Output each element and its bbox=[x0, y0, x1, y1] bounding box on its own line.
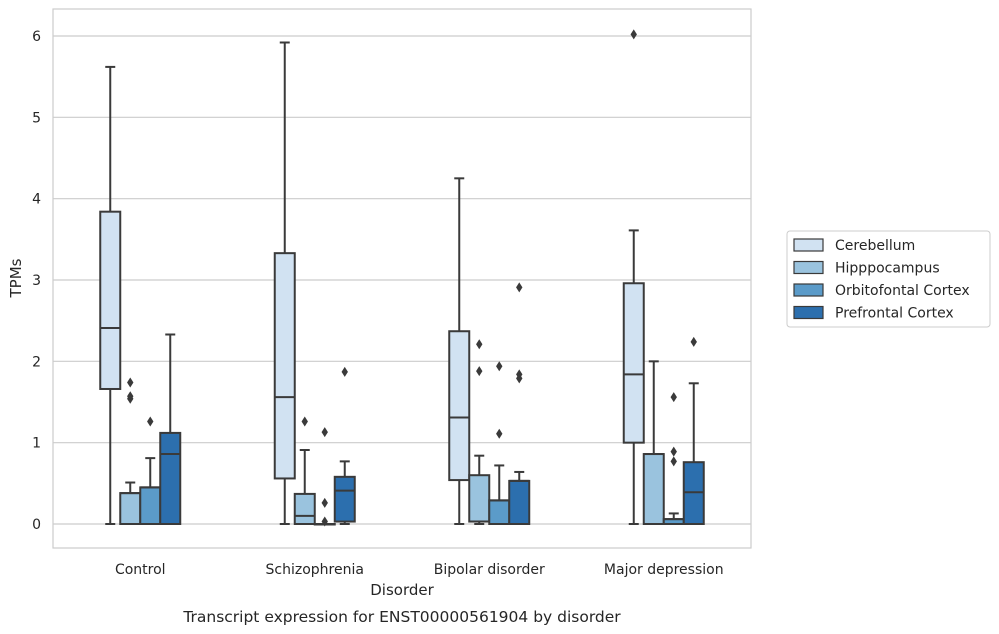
legend-label: Prefrontal Cortex bbox=[835, 306, 954, 322]
gridlines bbox=[53, 35, 751, 525]
x-tick-labels: Control Schizophrenia Bipolar disorder Majo… bbox=[115, 562, 724, 578]
legend-item-3: Prefrontal Cortex bbox=[793, 305, 954, 322]
y-tick-6: 6 bbox=[32, 29, 41, 45]
outlier-0 bbox=[630, 29, 637, 40]
box-2-1 bbox=[468, 339, 491, 525]
y-tick-0: 0 bbox=[32, 517, 41, 533]
outlier-0 bbox=[670, 392, 677, 403]
outlier-2 bbox=[516, 373, 523, 384]
box-2-0 bbox=[448, 177, 471, 525]
y-tick-4: 4 bbox=[32, 192, 41, 208]
legend-swatch bbox=[793, 305, 824, 320]
box-body bbox=[622, 282, 645, 444]
chart-caption: Transcript expression for ENST0000056190… bbox=[182, 608, 621, 626]
legend-swatch bbox=[793, 260, 824, 275]
outlier-0 bbox=[476, 339, 483, 350]
outlier-2 bbox=[127, 393, 134, 404]
box-1-1 bbox=[293, 416, 316, 526]
outlier-0 bbox=[127, 377, 134, 388]
outlier-0 bbox=[496, 361, 503, 372]
box-1-2 bbox=[313, 427, 336, 527]
box-3-0 bbox=[622, 29, 645, 525]
legend-item-1: Hipppocampus bbox=[793, 260, 940, 277]
legend-label: Cerebellum bbox=[835, 238, 915, 254]
outlier-1 bbox=[670, 446, 677, 457]
box-0-2 bbox=[139, 416, 162, 525]
plot-frame bbox=[52, 8, 752, 549]
y-tick-2: 2 bbox=[32, 354, 41, 370]
box-body bbox=[642, 453, 665, 526]
outlier-0 bbox=[341, 366, 348, 377]
y-tick-labels: 0 1 2 3 4 5 6 bbox=[32, 29, 41, 533]
outlier-0 bbox=[690, 336, 697, 347]
legend-swatch bbox=[793, 283, 824, 297]
box-body bbox=[468, 474, 491, 523]
box-2-3 bbox=[508, 282, 531, 526]
outlier-1 bbox=[496, 428, 503, 439]
box-1-0 bbox=[273, 41, 296, 525]
box-body bbox=[448, 330, 471, 482]
box-0-0 bbox=[99, 65, 122, 525]
legend-swatch bbox=[793, 238, 824, 252]
legend-label: Orbitofontal Cortex bbox=[835, 283, 970, 299]
outlier-1 bbox=[321, 497, 328, 508]
box-body bbox=[139, 486, 162, 525]
box-3-3 bbox=[682, 336, 705, 526]
outlier-0 bbox=[147, 416, 154, 427]
box-3-2 bbox=[662, 392, 685, 525]
legend-item-2: Orbitofontal Cortex bbox=[793, 283, 970, 299]
x-tick-3: Major depression bbox=[604, 562, 724, 578]
x-tick-0: Control bbox=[115, 562, 166, 578]
x-tick-1: Schizophrenia bbox=[266, 562, 364, 578]
box-body bbox=[488, 499, 511, 525]
box-3-1 bbox=[642, 360, 665, 526]
box-body bbox=[159, 431, 182, 526]
outlier-0 bbox=[321, 427, 328, 438]
box-body bbox=[508, 479, 531, 526]
legend-label: Hipppocampus bbox=[835, 261, 940, 277]
outlier-2 bbox=[670, 456, 677, 467]
y-axis-label: TPMs bbox=[7, 258, 25, 298]
box-layer bbox=[99, 29, 705, 527]
legend-frame bbox=[786, 230, 991, 328]
box-body bbox=[293, 492, 316, 526]
y-tick-1: 1 bbox=[32, 436, 41, 452]
x-tick-2: Bipolar disorder bbox=[434, 562, 545, 578]
box-body bbox=[273, 252, 296, 480]
y-tick-3: 3 bbox=[32, 273, 41, 289]
legend: Cerebellum Hipppocampus Orbitofontal Corte… bbox=[786, 230, 991, 328]
x-axis-label: Disorder bbox=[370, 581, 434, 599]
box-body bbox=[119, 492, 142, 525]
box-0-3 bbox=[159, 333, 182, 526]
y-tick-5: 5 bbox=[32, 110, 41, 126]
box-body bbox=[333, 475, 356, 523]
outlier-0 bbox=[516, 282, 523, 293]
box-0-1 bbox=[119, 377, 142, 525]
legend-item-0: Cerebellum bbox=[793, 238, 915, 254]
outlier-2 bbox=[321, 516, 328, 527]
outlier-1 bbox=[476, 366, 483, 377]
outlier-0 bbox=[301, 416, 308, 427]
box-1-3 bbox=[333, 366, 356, 525]
box-body bbox=[99, 210, 122, 390]
